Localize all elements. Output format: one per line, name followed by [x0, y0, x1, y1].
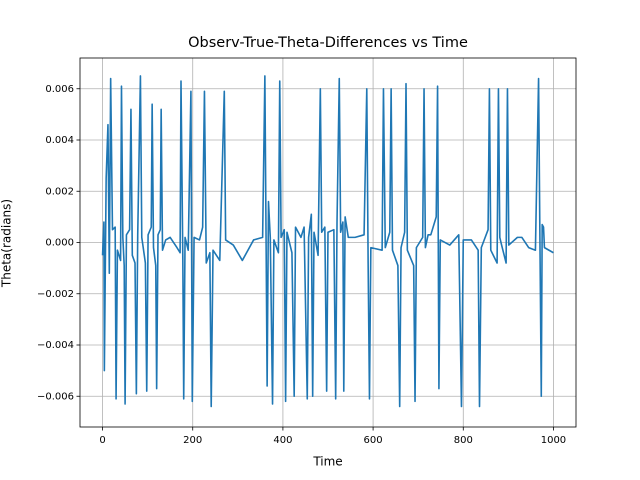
x-tick-label: 0	[99, 435, 105, 446]
y-tick-label: −0.006	[37, 391, 74, 402]
x-tick-label: 800	[454, 435, 473, 446]
x-axis-label: Time	[312, 455, 342, 469]
y-tick-label: −0.004	[37, 340, 74, 351]
y-tick-label: 0.002	[45, 186, 74, 197]
plot-frame	[79, 57, 577, 428]
x-tick-label: 1000	[541, 435, 566, 446]
y-axis-label: Theta(radians)	[0, 199, 14, 288]
y-tick-label: 0.004	[45, 135, 74, 146]
x-tick-label: 200	[183, 435, 202, 446]
chart-title: Observ-True-Theta-Differences vs Time	[188, 35, 468, 51]
y-tick-label: −0.002	[37, 289, 74, 300]
data-line	[101, 75, 554, 408]
y-tick-label: 0.006	[45, 84, 74, 95]
y-tick-label: 0.000	[45, 238, 74, 249]
x-tick-label: 600	[364, 435, 383, 446]
x-tick-label: 400	[273, 435, 292, 446]
